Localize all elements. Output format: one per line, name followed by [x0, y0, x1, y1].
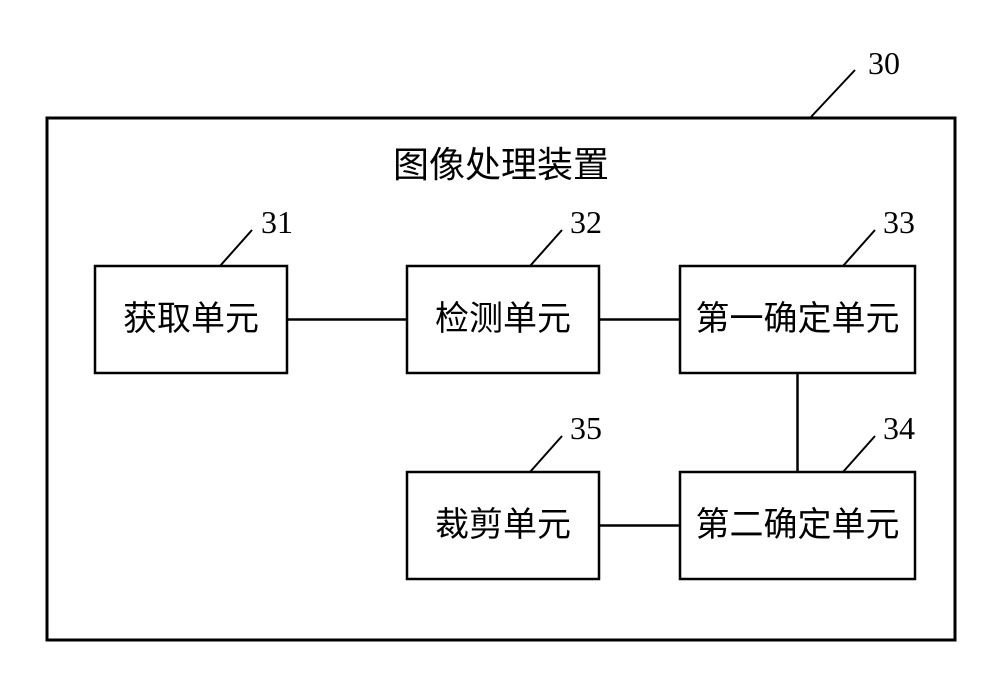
- box-label: 第二确定单元: [696, 506, 900, 544]
- outer-lead-line: [810, 70, 855, 118]
- box-label: 第一确定单元: [696, 300, 900, 338]
- box-number: 33: [883, 204, 915, 240]
- box-number: 35: [570, 410, 602, 446]
- box-label: 检测单元: [435, 300, 571, 338]
- box-lead-line: [843, 230, 875, 266]
- box-lead-line: [530, 436, 562, 472]
- diagram-canvas: 图像处理装置 30 31 获取单元 32 检测单元 33 第一确定单元 35 裁剪单元 34 第二确定…: [0, 0, 1000, 675]
- outer-title: 图像处理装置: [393, 145, 609, 185]
- box-number: 34: [883, 410, 915, 446]
- box-label: 裁剪单元: [435, 506, 571, 544]
- box-lead-line: [530, 230, 562, 266]
- box-lead-line: [843, 436, 875, 472]
- box-label: 获取单元: [123, 300, 259, 338]
- outer-number: 30: [868, 45, 900, 81]
- box-number: 32: [570, 204, 602, 240]
- box-lead-line: [220, 230, 252, 266]
- box-number: 31: [261, 204, 293, 240]
